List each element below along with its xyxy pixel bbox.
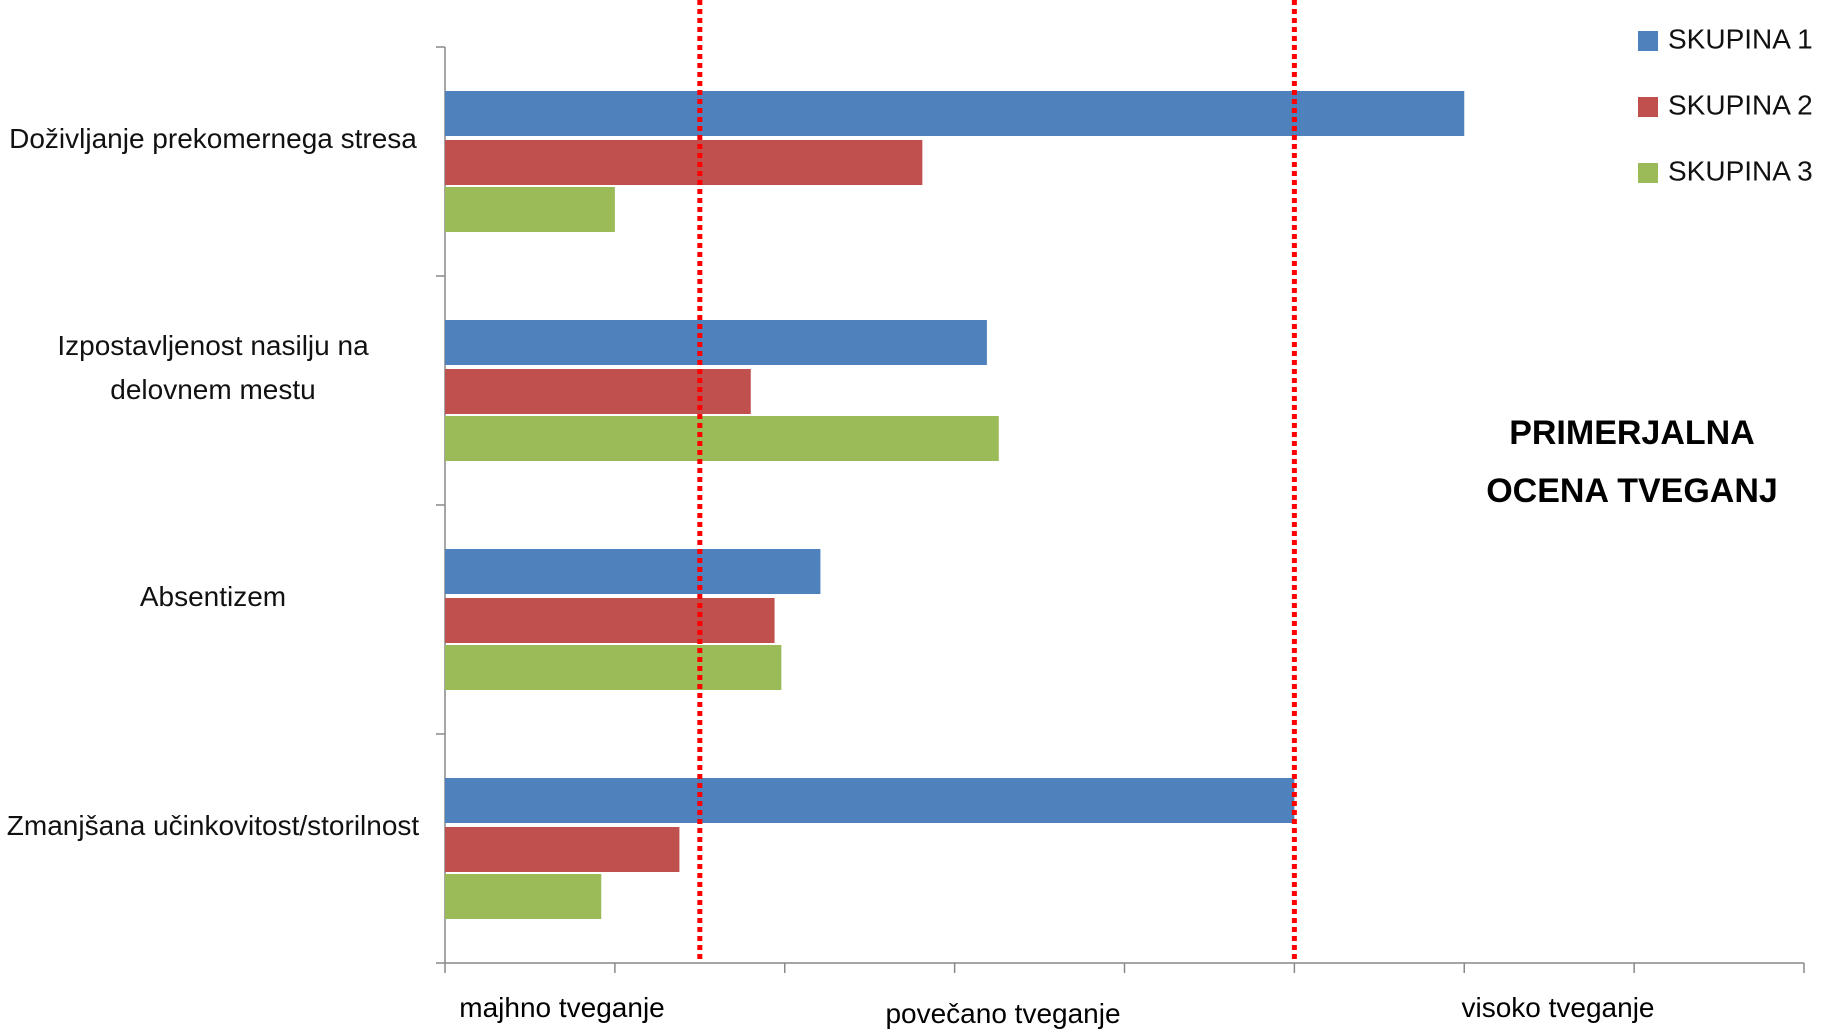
category-label: Zmanjšana učinkovitost/storilnost: [6, 809, 420, 841]
legend-label: SKUPINA 2: [1668, 89, 1813, 120]
legend-swatch: [1638, 97, 1658, 117]
legend-label: SKUPINA 1: [1668, 23, 1813, 54]
bar: [445, 549, 821, 594]
bar: [445, 598, 775, 643]
bar: [445, 320, 987, 365]
x-label: majhno tveganje: [459, 992, 665, 1023]
legend-swatch: [1638, 31, 1658, 51]
bar: [445, 187, 615, 232]
legend-label: SKUPINA 3: [1668, 155, 1813, 186]
bar: [445, 140, 923, 185]
x-label: visoko tveganje: [1461, 992, 1655, 1023]
category-label: Doživljanje prekomernega stresa: [9, 122, 417, 154]
bar: [445, 369, 751, 414]
bar: [445, 827, 680, 872]
bar: [445, 778, 1295, 823]
bar: [445, 645, 782, 690]
bar: [445, 874, 602, 919]
x-label: povečano tveganje: [885, 998, 1121, 1029]
bar: [445, 91, 1465, 136]
legend-swatch: [1638, 163, 1658, 183]
category-label: Absentizem: [139, 580, 287, 612]
annotation: PRIMERJALNA OCENA TVEGANJ: [1486, 414, 1778, 510]
bar: [445, 416, 999, 461]
category-label: Izpostavljenost nasilju na delovnem mest…: [57, 329, 369, 405]
